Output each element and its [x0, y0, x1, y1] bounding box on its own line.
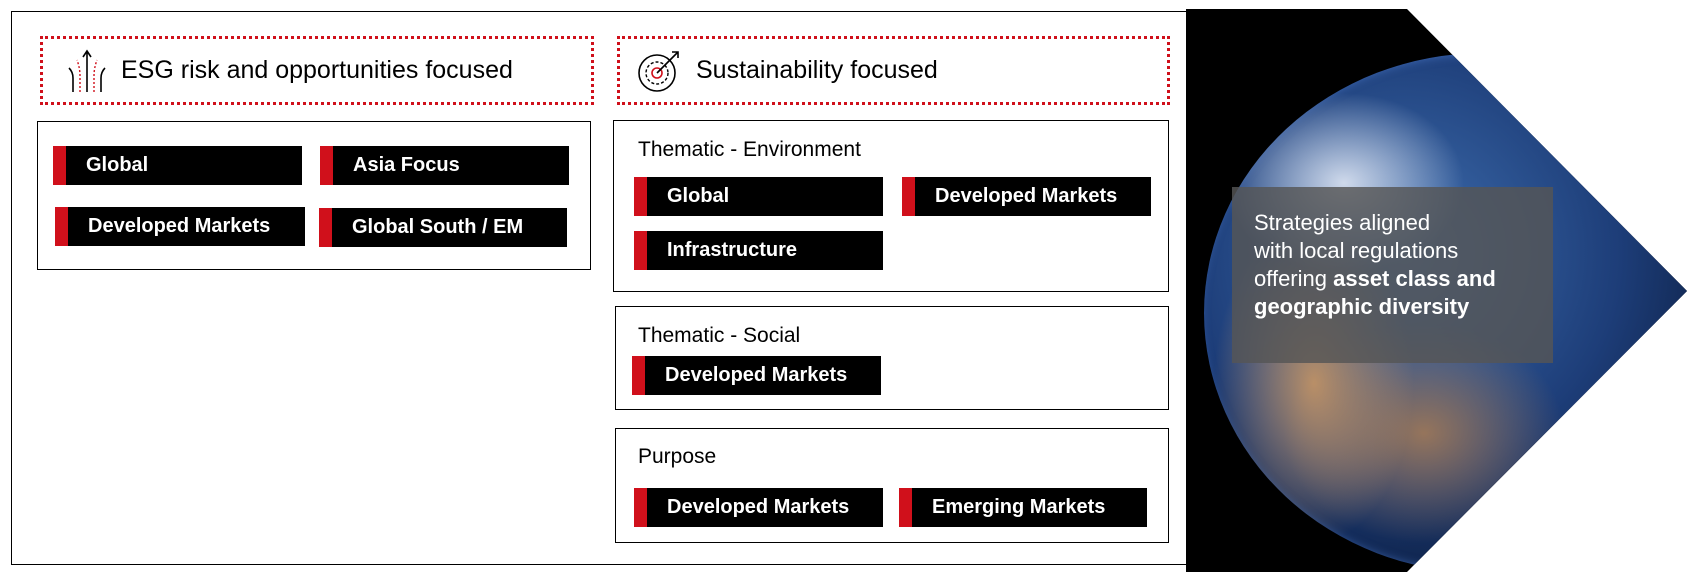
- pill-developed-markets: Developed Markets: [55, 207, 305, 246]
- caption-bold-text: asset class and: [1333, 266, 1496, 291]
- pill-asia-focus: Asia Focus: [320, 146, 569, 185]
- group-title: Thematic - Environment: [638, 138, 861, 161]
- pill-developed-markets: Developed Markets: [902, 177, 1151, 216]
- pill-emerging-markets: Emerging Markets: [899, 488, 1147, 527]
- caption-line: geographic diversity: [1254, 293, 1553, 321]
- caption-text: offering: [1254, 266, 1334, 291]
- group-title: Thematic - Social: [638, 324, 801, 347]
- caption-line: with local regulations: [1254, 238, 1459, 263]
- caption-line: Strategies aligned: [1254, 210, 1431, 235]
- caption-line: offering asset class and: [1254, 265, 1553, 293]
- pill-global: Global: [53, 146, 302, 185]
- caption-box: Strategies aligned with local regulation…: [1232, 187, 1553, 363]
- sustainability-header-title: Sustainability focused: [696, 56, 938, 84]
- pill-global: Global: [634, 177, 883, 216]
- esg-header: ESG risk and opportunities focused: [40, 36, 594, 105]
- pill-developed-markets: Developed Markets: [634, 488, 883, 527]
- esg-header-title: ESG risk and opportunities focused: [121, 56, 513, 84]
- esg-box: [37, 121, 591, 270]
- pill-infrastructure: Infrastructure: [634, 231, 883, 270]
- pill-global-south-em: Global South / EM: [319, 208, 567, 247]
- sustainability-header: Sustainability focused: [617, 36, 1170, 105]
- diverging-arrows-icon: [68, 49, 106, 92]
- target-arrow-icon: [638, 50, 679, 92]
- pill-developed-markets: Developed Markets: [632, 356, 881, 395]
- group-title: Purpose: [638, 445, 717, 468]
- caption-bold-text: geographic diversity: [1254, 294, 1470, 319]
